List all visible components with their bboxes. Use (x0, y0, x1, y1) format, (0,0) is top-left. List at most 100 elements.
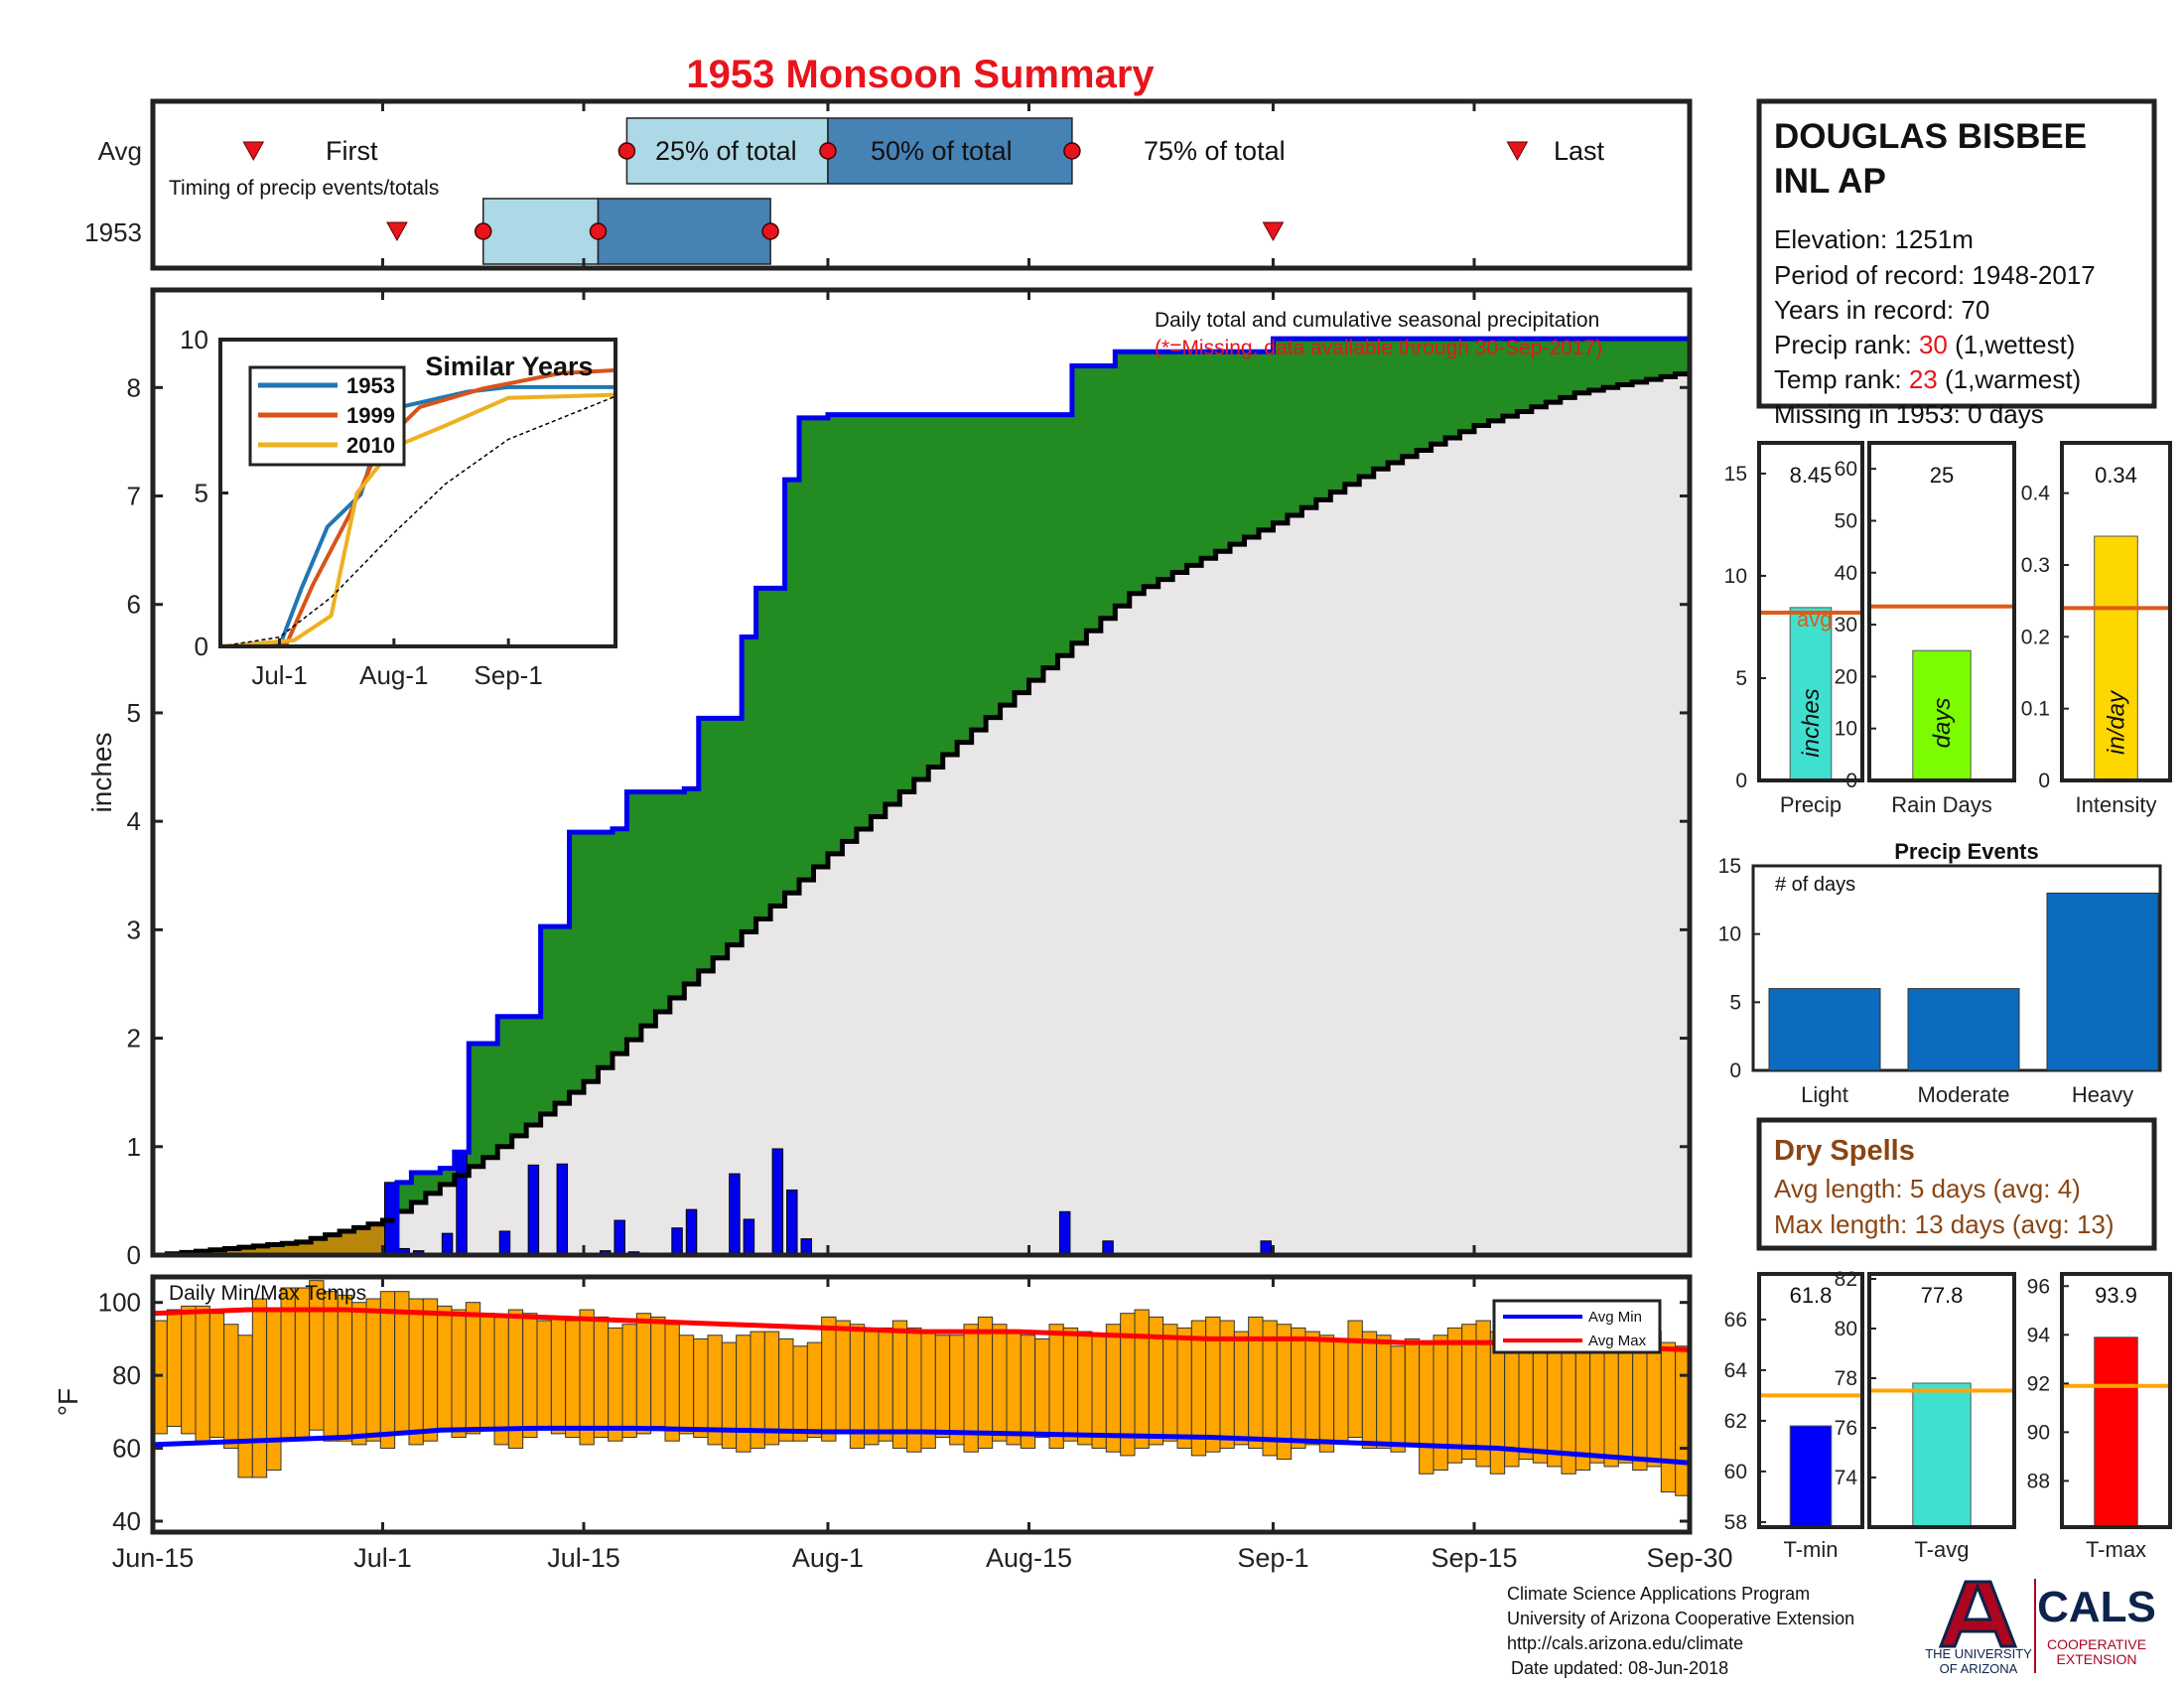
temp-range-bar-71 (1162, 1324, 1178, 1442)
intensity-bar (2094, 535, 2138, 781)
precip-events-panel: Precip Events # of days Light Moderate Hea… (1718, 839, 2162, 1107)
tmin-panel: 61.8 T-min 58 60 62 64 66 (1724, 1272, 1864, 1562)
intensity-value: 0.34 (2095, 463, 2137, 488)
temp-range-bar-36 (664, 1324, 680, 1442)
daily-precip-bar-16 (786, 1189, 798, 1256)
event-label-2: Heavy (2072, 1082, 2133, 1107)
precip-y-tick-label-2: 2 (127, 1024, 141, 1054)
temp-range-bar-7 (251, 1298, 268, 1478)
precip-y-tick-label-0: 0 (127, 1240, 141, 1270)
tmax-panel: 93.9 T-max 88 90 92 94 96 (2027, 1272, 2172, 1562)
temp-range-bar-65 (1077, 1331, 1093, 1446)
temp-rank-value: 23 (1909, 364, 1938, 394)
timing-panel: Avg 1953 Timing of precip events/totals … (84, 98, 1693, 271)
tmax-bar (2094, 1336, 2138, 1528)
temp-range-bar-104 (1632, 1337, 1648, 1472)
date-x-tick-label-5: Sep-1 (1237, 1543, 1308, 1573)
temp-range-bar-67 (1105, 1324, 1122, 1453)
event-bar-light (1768, 988, 1881, 1071)
temp-range-bar-4 (208, 1313, 225, 1439)
timing-caption: Timing of precip events/totals (169, 177, 439, 200)
inset-x-tick-label-0: Jul-1 (251, 660, 307, 690)
similar-year-line-2010 (219, 392, 616, 648)
temp-range-bar-34 (635, 1313, 652, 1435)
temp-range-bar-56 (949, 1335, 965, 1446)
tmax-y-tick-label-2: 92 (2027, 1372, 2050, 1395)
temp-range-bar-26 (522, 1313, 538, 1439)
timing-p50-label: 50% of total (871, 136, 1013, 166)
temp-range-bar-85 (1361, 1331, 1378, 1450)
similar-years-title: Similar Years (425, 352, 593, 381)
timing-avg-50-75-box (827, 117, 1073, 185)
timing-p25-label: 25% of total (655, 136, 797, 166)
rain_days-label: Rain Days (1891, 792, 1991, 817)
temp-range-bar-96 (1518, 1337, 1534, 1461)
temp-range-bar-102 (1603, 1335, 1619, 1468)
tavg-y-tick-label-0: 74 (1835, 1467, 1858, 1489)
dry-spells-max: Max length: 13 days (avg: 13) (1774, 1209, 2115, 1239)
station-missing: Missing in 1953: 0 days (1774, 399, 2044, 429)
tavg-y-tick-label-3: 80 (1835, 1318, 1857, 1340)
date-x-tick-label-2: Jul-15 (547, 1543, 620, 1573)
temp-range-bar-87 (1390, 1345, 1406, 1453)
tmin-bar (1789, 1425, 1833, 1528)
tavg-label: T-avg (1914, 1537, 1969, 1562)
tavg-bar (1912, 1382, 1972, 1528)
precip-events-bars: Light Moderate Heavy 0 5 10 15 (1718, 855, 2159, 1107)
precip-label: Precip (1780, 792, 1842, 817)
tavg-panel: 77.8 T-avg 74 76 78 80 82 (1835, 1268, 2016, 1562)
intensity-label: Intensity (2076, 792, 2157, 817)
timing-year-label: 1953 (84, 217, 142, 247)
temp-range-bar-20 (437, 1305, 453, 1431)
tavg-y-tick-label-2: 78 (1835, 1367, 1857, 1390)
footer-line2: University of Arizona Cooperative Extens… (1507, 1609, 1854, 1628)
average-cumulative-line (153, 370, 1693, 1258)
temp-range-bar-52 (891, 1320, 908, 1450)
temp-range-bar-2 (181, 1305, 197, 1435)
daily-precip-bar-12 (685, 1208, 698, 1256)
temp-range-bar-48 (835, 1320, 851, 1435)
tavg-value: 77.8 (1921, 1283, 1964, 1308)
rain_days-y-tick-label-4: 40 (1835, 562, 1857, 585)
tmax-label: T-max (2086, 1537, 2146, 1562)
precip-annotation: Daily total and cumulative seasonal prec… (1155, 309, 1599, 332)
rain_days-y-tick-label-6: 60 (1835, 458, 1857, 481)
tmin-frame (1757, 1272, 1864, 1529)
timing-avg-25-50-box (625, 117, 829, 185)
date-x-tick-label-6: Sep-15 (1431, 1543, 1517, 1573)
precip-rank-value: 30 (1919, 330, 1948, 359)
inset-legend-label-2010: 2010 (346, 433, 395, 458)
tmax-y-tick-label-3: 94 (2027, 1324, 2051, 1346)
timing-year-last-marker (1262, 221, 1285, 242)
tmin-y-tick-label-4: 66 (1724, 1309, 1747, 1332)
precip-y-tick-label-0: 0 (1735, 770, 1747, 792)
timing-year-p25-marker (474, 222, 492, 240)
timing-avg-first-marker (242, 141, 265, 162)
temp-range-bar-63 (1048, 1324, 1064, 1450)
legend-avg-min: Avg Min (1588, 1309, 1642, 1326)
cumulative-1953-line (153, 336, 1690, 1258)
rain_days-y-tick-label-0: 0 (1845, 770, 1857, 792)
temp-range-bar-15 (365, 1298, 381, 1442)
rain_days-bar (1912, 649, 1972, 781)
event-label-0: Light (1801, 1082, 1848, 1107)
temp-range-bar-14 (351, 1302, 367, 1446)
temp-range-bar-60 (1006, 1331, 1022, 1446)
date-x-tick-label-4: Aug-15 (986, 1543, 1072, 1573)
inset-y-tick-label-0: 0 (195, 632, 208, 661)
events-y-tick-label-3: 15 (1718, 855, 1741, 878)
intensity-panel: 0.34 Intensity in/day 0 0.1 0.2 0.3 0.4 (2021, 441, 2172, 817)
rain_days-frame (1867, 441, 2016, 782)
precip-y-tick-label-3: 3 (127, 914, 141, 944)
precip-y-tick-label-7: 7 (127, 482, 141, 511)
temp-range-bar-23 (479, 1313, 495, 1431)
tmin-y-tick-label-3: 64 (1724, 1359, 1748, 1382)
daily-precip-bar-11 (671, 1227, 683, 1256)
temp-range-bar-80 (1291, 1327, 1306, 1450)
date-x-tick-label-1: Jul-1 (353, 1543, 412, 1573)
station-period: Period of record: 1948-2017 (1774, 260, 2096, 290)
ua-line1: THE UNIVERSITY (1925, 1646, 2032, 1661)
intensity-y-tick-label-4: 0.4 (2021, 483, 2051, 505)
